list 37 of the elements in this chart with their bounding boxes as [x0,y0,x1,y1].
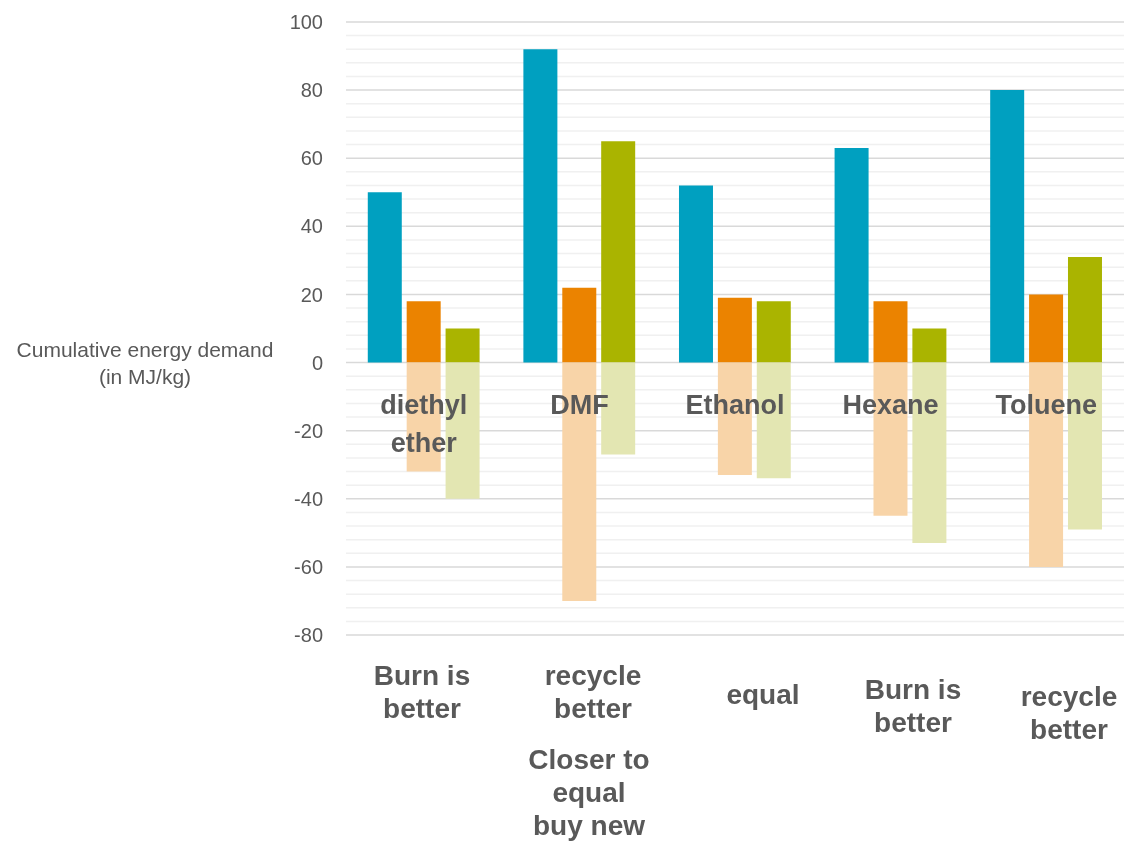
y-tick-label: 40 [300,215,323,238]
y-tick-label: -40 [294,487,323,510]
bar [601,141,636,363]
bar [990,90,1025,363]
x-tick-label: DMF [550,389,609,420]
text: Burn is better [372,659,472,725]
bar [756,301,791,363]
y-tick-label: -60 [294,555,323,578]
text: recycle better [543,659,643,725]
bar [717,297,752,363]
y-tick-label: 20 [300,283,323,306]
x-tick-label: Toluene [995,389,1097,420]
text: equal [725,678,801,711]
bar [873,301,908,363]
bar [445,328,480,363]
x-tick-label: Ethanol [685,389,785,420]
bar [367,192,402,363]
y-tick-label: 80 [300,79,323,102]
x-tick-label: Hexane [842,389,939,420]
bar [1067,256,1102,363]
y-tick-label: -20 [294,419,323,442]
text: recycle better [1019,680,1119,746]
bar [678,185,713,363]
bar [834,148,869,363]
bar [1029,294,1064,363]
y-tick-label: 0 [311,351,323,374]
y-tick-label: 60 [300,147,323,170]
text: Burn is better [863,673,963,739]
y-tick-label: 100 [289,11,323,34]
bar [523,49,558,363]
bar [562,287,597,363]
y-tick-label: -80 [294,624,323,647]
bar [912,328,947,363]
text: Closer to equal buy new [527,743,651,842]
y-axis-title: Cumulative energy demand (in MJ/kg) [15,337,275,390]
x-tick-label: diethyl ether [380,389,468,458]
bar [406,301,441,363]
